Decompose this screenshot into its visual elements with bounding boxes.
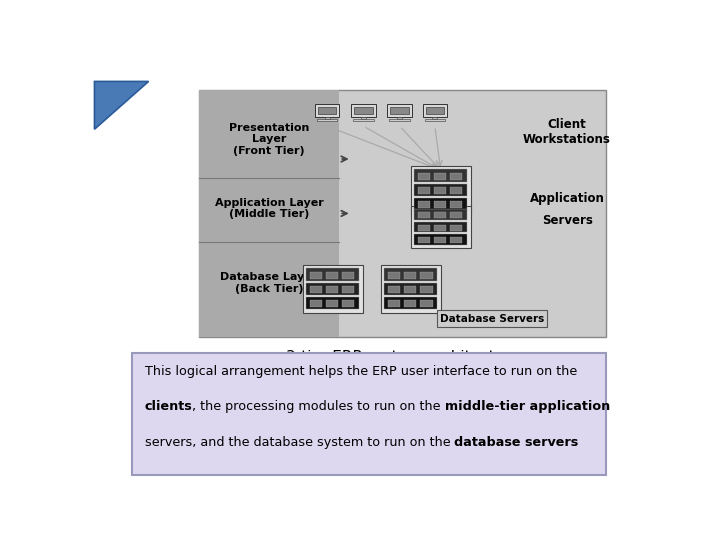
Bar bbox=[433, 117, 437, 119]
Bar bbox=[418, 212, 430, 218]
Bar bbox=[426, 107, 444, 114]
Text: Client
Workstations: Client Workstations bbox=[523, 118, 611, 146]
Bar bbox=[384, 282, 437, 295]
Bar bbox=[404, 286, 416, 293]
Bar bbox=[414, 234, 467, 245]
Bar bbox=[199, 90, 339, 337]
Bar bbox=[451, 187, 462, 194]
Bar bbox=[418, 187, 430, 194]
Bar bbox=[425, 119, 445, 121]
Bar bbox=[451, 225, 462, 231]
Bar bbox=[310, 300, 322, 307]
Text: Servers: Servers bbox=[541, 214, 593, 227]
Bar bbox=[384, 297, 437, 309]
Bar bbox=[343, 272, 354, 279]
Bar bbox=[388, 286, 400, 293]
Text: database servers: database servers bbox=[454, 436, 579, 449]
Bar bbox=[404, 300, 416, 307]
Bar bbox=[414, 170, 467, 182]
Bar bbox=[199, 90, 606, 337]
Bar bbox=[434, 187, 446, 194]
Bar bbox=[434, 212, 446, 218]
Bar bbox=[317, 119, 338, 121]
Bar bbox=[418, 237, 430, 243]
Bar bbox=[414, 221, 467, 232]
Bar bbox=[418, 173, 430, 180]
Bar bbox=[387, 105, 412, 117]
Bar bbox=[414, 184, 467, 196]
Bar bbox=[388, 272, 400, 279]
Bar bbox=[418, 225, 430, 231]
Text: Presentation
Layer
(Front Tier): Presentation Layer (Front Tier) bbox=[229, 123, 310, 156]
Text: servers, and the database system to run on the: servers, and the database system to run … bbox=[145, 436, 454, 449]
Bar bbox=[302, 265, 363, 313]
Bar bbox=[397, 117, 402, 119]
Bar bbox=[354, 107, 373, 114]
Bar bbox=[306, 282, 359, 295]
Bar bbox=[306, 268, 359, 281]
Bar bbox=[353, 119, 374, 121]
Text: middle-tier application: middle-tier application bbox=[445, 400, 610, 413]
Text: This logical arrangement helps the ERP user interface to run on the: This logical arrangement helps the ERP u… bbox=[145, 365, 577, 378]
Bar bbox=[384, 268, 437, 281]
Bar bbox=[361, 117, 366, 119]
Bar bbox=[414, 209, 467, 220]
Bar bbox=[414, 198, 467, 211]
Bar bbox=[325, 117, 330, 119]
Bar bbox=[434, 173, 446, 180]
Bar bbox=[390, 107, 409, 114]
Bar bbox=[343, 286, 354, 293]
Bar bbox=[351, 105, 376, 117]
Bar bbox=[423, 105, 447, 117]
Bar bbox=[420, 272, 433, 279]
Bar bbox=[343, 300, 354, 307]
Bar bbox=[326, 286, 338, 293]
Bar bbox=[390, 119, 410, 121]
Bar bbox=[381, 265, 441, 313]
Bar bbox=[410, 166, 471, 214]
Bar bbox=[451, 237, 462, 243]
Bar bbox=[410, 206, 471, 248]
Text: Application: Application bbox=[530, 192, 605, 205]
Bar bbox=[326, 300, 338, 307]
Text: 3-tier ERP system architecture: 3-tier ERP system architecture bbox=[286, 349, 519, 364]
Bar bbox=[451, 201, 462, 208]
Text: , the processing modules to run on the: , the processing modules to run on the bbox=[192, 400, 445, 413]
Bar bbox=[420, 300, 433, 307]
Text: clients: clients bbox=[145, 400, 192, 413]
FancyBboxPatch shape bbox=[132, 353, 606, 475]
Text: Database Layer
(Back Tier): Database Layer (Back Tier) bbox=[220, 272, 318, 294]
Bar bbox=[326, 272, 338, 279]
Bar bbox=[318, 107, 336, 114]
Bar bbox=[388, 300, 400, 307]
Bar bbox=[310, 286, 322, 293]
Bar bbox=[434, 225, 446, 231]
Bar bbox=[418, 201, 430, 208]
Bar bbox=[420, 286, 433, 293]
Bar bbox=[434, 237, 446, 243]
Bar bbox=[404, 272, 416, 279]
Bar bbox=[306, 297, 359, 309]
Bar bbox=[315, 105, 339, 117]
Bar bbox=[310, 272, 322, 279]
Text: Database Servers: Database Servers bbox=[440, 314, 544, 323]
Bar bbox=[451, 212, 462, 218]
Bar bbox=[451, 173, 462, 180]
Text: Application Layer
(Middle Tier): Application Layer (Middle Tier) bbox=[215, 198, 323, 219]
Bar bbox=[434, 201, 446, 208]
Polygon shape bbox=[94, 82, 148, 129]
